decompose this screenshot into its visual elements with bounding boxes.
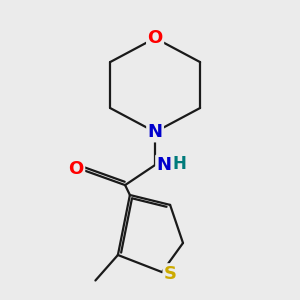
Text: N: N: [148, 123, 163, 141]
Text: S: S: [164, 265, 177, 283]
Text: N: N: [157, 156, 172, 174]
Text: O: O: [148, 29, 163, 47]
Text: H: H: [173, 155, 187, 173]
Text: O: O: [69, 160, 84, 178]
